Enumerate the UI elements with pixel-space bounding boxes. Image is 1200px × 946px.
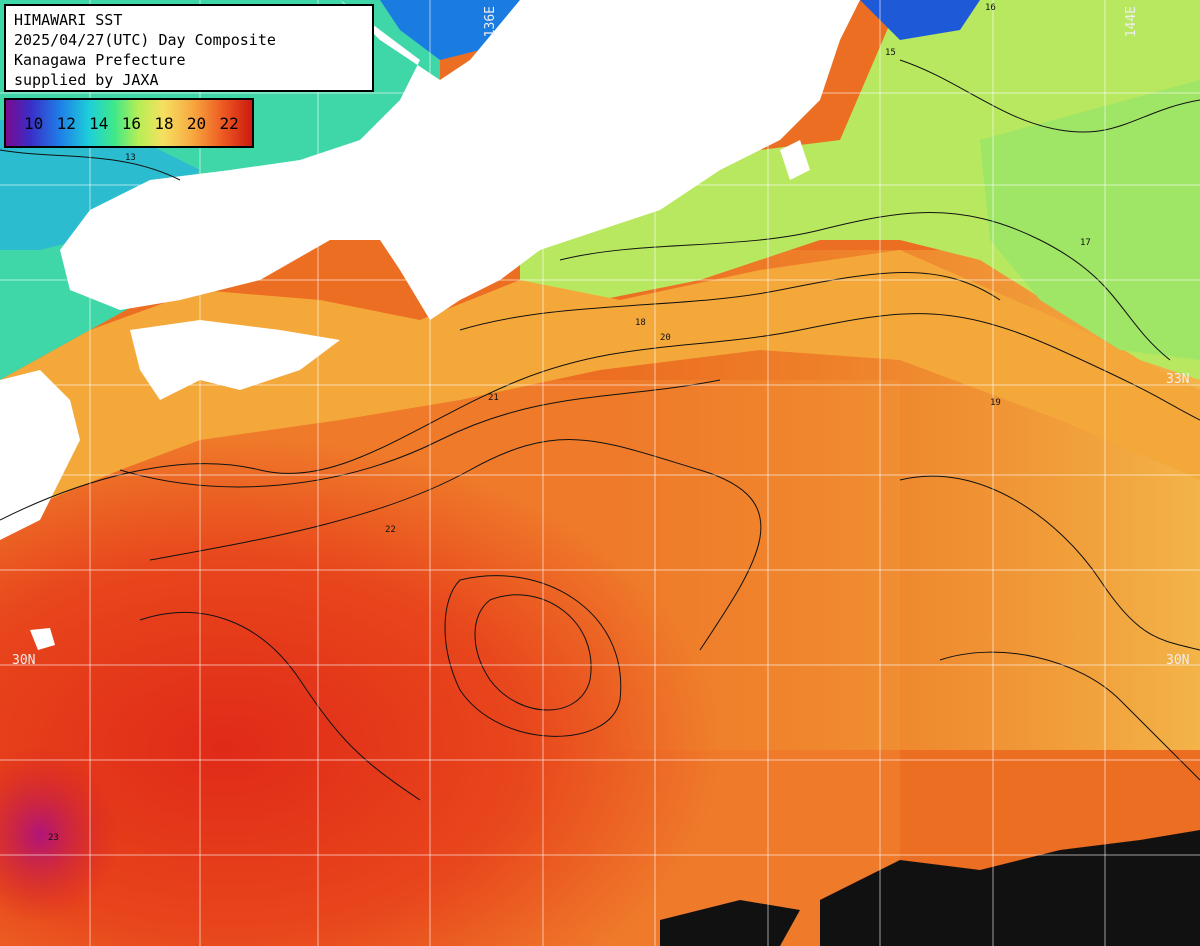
longitude-label: 144E <box>1124 6 1139 38</box>
contour-label-17: 17 <box>1080 238 1091 248</box>
legend-tick: 14 <box>89 113 109 133</box>
land-kyushu <box>0 370 80 540</box>
cool-water-east-lobe <box>980 80 1200 360</box>
contour-20 <box>119 379 721 488</box>
sst-color-legend: 10 12 14 16 18 20 22 <box>4 98 254 148</box>
contour-label-21: 21 <box>488 393 499 403</box>
contour-label-23: 23 <box>48 833 59 843</box>
latitude-label: 33N <box>1166 372 1190 387</box>
contour-15 <box>899 59 1200 133</box>
cloud-mask-2 <box>660 900 800 946</box>
legend-tick: 18 <box>154 113 174 133</box>
map-info-box: HIMAWARI SST 2025/04/27(UTC) Day Composi… <box>4 4 374 92</box>
contour-17 <box>559 212 1171 361</box>
legend-tick: 20 <box>186 113 207 133</box>
contour-eddy-21 <box>444 575 622 737</box>
contour-eddy-20 <box>474 594 592 711</box>
contour-19-east <box>899 475 1200 651</box>
contour-label-15: 15 <box>885 48 896 58</box>
land-shikoku <box>130 320 340 400</box>
contour-21 <box>149 439 762 651</box>
contour-label-20: 20 <box>660 333 671 343</box>
cold-water-northeast <box>860 0 980 40</box>
land-small-island <box>30 628 55 650</box>
contour-label-13: 13 <box>125 153 136 163</box>
contour-label-22: 22 <box>385 525 396 535</box>
contour-19 <box>0 313 1200 521</box>
composite-date: 2025/04/27(UTC) Day Composite <box>14 31 276 49</box>
contour-22 <box>139 612 421 801</box>
product-title: HIMAWARI SST <box>14 11 123 29</box>
region-name: Kanagawa Prefecture <box>14 51 186 69</box>
longitude-label: 136E <box>483 6 498 38</box>
transition-band <box>0 250 1200 520</box>
contour-label-18: 18 <box>635 318 646 328</box>
land-kii <box>420 170 500 240</box>
latitude-label: 30N <box>1166 653 1190 668</box>
legend-tick: 22 <box>219 113 239 133</box>
legend-tick: 10 <box>24 113 44 133</box>
land-izu-peninsula <box>780 140 810 180</box>
data-supplier: supplied by JAXA <box>14 71 159 89</box>
contour-value-labels: 13 15 16 17 18 19 20 21 22 23 <box>48 3 1091 843</box>
contour-18 <box>459 272 1001 331</box>
contour-label-16: 16 <box>985 3 996 13</box>
latitude-label: 30N <box>12 653 36 668</box>
contour-20-east <box>939 651 1200 781</box>
legend-tick: 16 <box>121 113 141 133</box>
legend-tick: 12 <box>56 113 76 133</box>
contour-label-19: 19 <box>990 398 1001 408</box>
